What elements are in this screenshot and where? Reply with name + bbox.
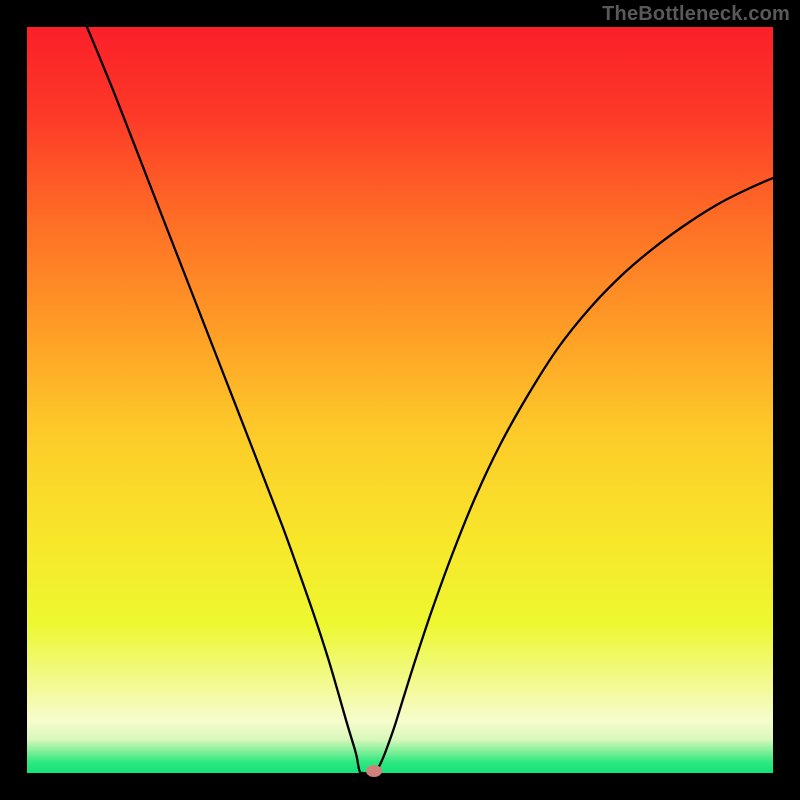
- bottleneck-chart: [0, 0, 800, 800]
- watermark-text: TheBottleneck.com: [602, 3, 790, 26]
- chart-canvas: TheBottleneck.com: [0, 0, 800, 800]
